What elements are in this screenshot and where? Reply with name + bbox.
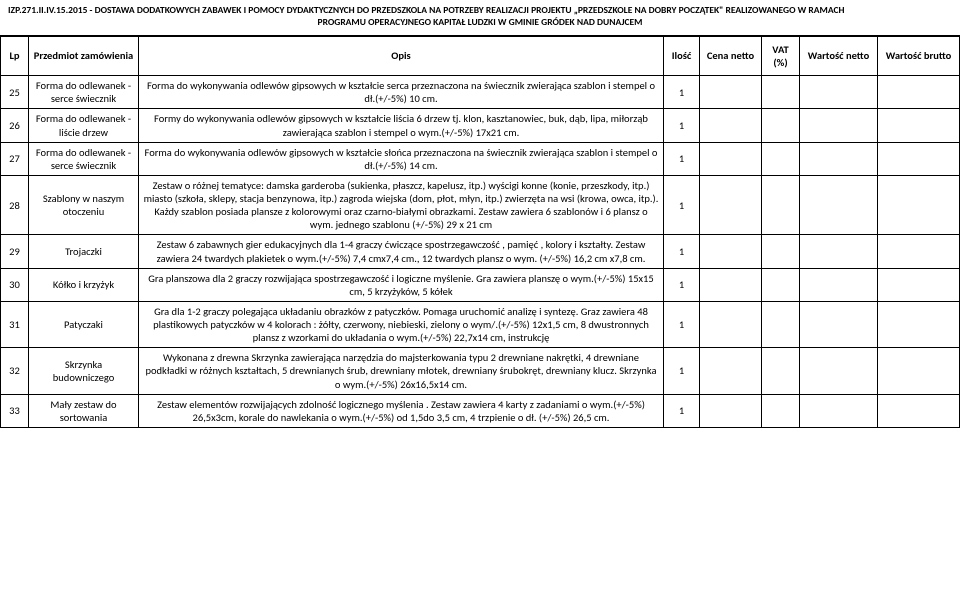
document-reference: IZP.271.II.IV.15.2015 - DOSTAWA DODATKOW… [8, 4, 952, 16]
cell-net [800, 109, 878, 142]
cell-net [800, 394, 878, 427]
document-header: IZP.271.II.IV.15.2015 - DOSTAWA DODATKOW… [0, 0, 960, 36]
cell-price [700, 76, 762, 109]
table-row: 31PatyczakiGra dla 1-2 graczy polegająca… [1, 301, 960, 347]
cell-vat [762, 175, 800, 235]
cell-gross [878, 394, 960, 427]
cell-gross [878, 142, 960, 175]
table-header-row: Lp Przedmiot zamówienia Opis Ilość Cena … [1, 36, 960, 75]
table-row: 26Forma do odlewanek - liście drzewFormy… [1, 109, 960, 142]
cell-desc: Zestaw 6 zabawnych gier edukacyjnych dla… [139, 235, 664, 268]
cell-qty: 1 [664, 268, 700, 301]
cell-qty: 1 [664, 109, 700, 142]
table-row: 27Forma do odlewanek - serce świecznikFo… [1, 142, 960, 175]
cell-item: Forma do odlewanek - liście drzew [29, 109, 139, 142]
cell-lp: 32 [1, 348, 29, 394]
cell-item: Patyczaki [29, 301, 139, 347]
cell-net [800, 348, 878, 394]
cell-qty: 1 [664, 235, 700, 268]
cell-vat [762, 394, 800, 427]
table-row: 32Skrzynka budowniczegoWykonana z drewna… [1, 348, 960, 394]
cell-price [700, 175, 762, 235]
col-lp: Lp [1, 36, 29, 75]
ref-text: IZP.271.II.IV.15.2015 - DOSTAWA DODATKOW… [8, 4, 845, 16]
cell-desc: Zestaw elementów rozwijających zdolność … [139, 394, 664, 427]
cell-qty: 1 [664, 76, 700, 109]
cell-gross [878, 268, 960, 301]
cell-desc: Forma do wykonywania odlewów gipsowych w… [139, 76, 664, 109]
cell-vat [762, 301, 800, 347]
table-row: 28Szablony w naszym otoczeniuZestaw o ró… [1, 175, 960, 235]
col-net: Wartość netto [800, 36, 878, 75]
cell-qty: 1 [664, 394, 700, 427]
cell-lp: 26 [1, 109, 29, 142]
cell-gross [878, 235, 960, 268]
cell-item: Kółko i krzyżyk [29, 268, 139, 301]
cell-lp: 28 [1, 175, 29, 235]
cell-item: Forma do odlewanek - serce świecznik [29, 142, 139, 175]
cell-net [800, 76, 878, 109]
cell-lp: 29 [1, 235, 29, 268]
col-price: Cena netto [700, 36, 762, 75]
table-row: 33Mały zestaw do sortowaniaZestaw elemen… [1, 394, 960, 427]
title-line2: PROGRAMU OPERACYJNEGO KAPITAŁ LUDZKI W G… [8, 17, 952, 29]
cell-item: Szablony w naszym otoczeniu [29, 175, 139, 235]
cell-desc: Formy do wykonywania odlewów gipsowych w… [139, 109, 664, 142]
cell-desc: Wykonana z drewna Skrzynka zawierająca n… [139, 348, 664, 394]
cell-qty: 1 [664, 301, 700, 347]
cell-gross [878, 76, 960, 109]
cell-net [800, 175, 878, 235]
cell-lp: 31 [1, 301, 29, 347]
col-desc: Opis [139, 36, 664, 75]
cell-desc: Zestaw o różnej tematyce: damska gardero… [139, 175, 664, 235]
cell-lp: 25 [1, 76, 29, 109]
cell-net [800, 142, 878, 175]
table-body: 25Forma do odlewanek - serce świecznikFo… [1, 76, 960, 428]
cell-price [700, 268, 762, 301]
cell-qty: 1 [664, 175, 700, 235]
cell-net [800, 301, 878, 347]
col-qty: Ilość [664, 36, 700, 75]
cell-price [700, 142, 762, 175]
cell-vat [762, 76, 800, 109]
cell-price [700, 348, 762, 394]
document-title: PROGRAMU OPERACYJNEGO KAPITAŁ LUDZKI W G… [8, 17, 952, 29]
cell-vat [762, 142, 800, 175]
cell-vat [762, 268, 800, 301]
cell-price [700, 394, 762, 427]
cell-desc: Gra planszowa dla 2 graczy rozwijająca s… [139, 268, 664, 301]
items-table: Lp Przedmiot zamówienia Opis Ilość Cena … [0, 36, 960, 428]
cell-item: Mały zestaw do sortowania [29, 394, 139, 427]
cell-net [800, 268, 878, 301]
cell-gross [878, 348, 960, 394]
cell-item: Trojaczki [29, 235, 139, 268]
cell-qty: 1 [664, 348, 700, 394]
col-item: Przedmiot zamówienia [29, 36, 139, 75]
cell-gross [878, 175, 960, 235]
cell-vat [762, 235, 800, 268]
cell-gross [878, 301, 960, 347]
cell-lp: 30 [1, 268, 29, 301]
cell-price [700, 301, 762, 347]
cell-vat [762, 348, 800, 394]
cell-desc: Forma do wykonywania odlewów gipsowych w… [139, 142, 664, 175]
cell-vat [762, 109, 800, 142]
cell-price [700, 235, 762, 268]
table-row: 30Kółko i krzyżykGra planszowa dla 2 gra… [1, 268, 960, 301]
cell-item: Skrzynka budowniczego [29, 348, 139, 394]
col-gross: Wartość brutto [878, 36, 960, 75]
col-vat: VAT (%) [762, 36, 800, 75]
cell-item: Forma do odlewanek - serce świecznik [29, 76, 139, 109]
cell-price [700, 109, 762, 142]
cell-qty: 1 [664, 142, 700, 175]
cell-net [800, 235, 878, 268]
cell-lp: 27 [1, 142, 29, 175]
cell-desc: Gra dla 1-2 graczy polegająca układaniu … [139, 301, 664, 347]
cell-lp: 33 [1, 394, 29, 427]
cell-gross [878, 109, 960, 142]
table-row: 25Forma do odlewanek - serce świecznikFo… [1, 76, 960, 109]
table-row: 29TrojaczkiZestaw 6 zabawnych gier eduka… [1, 235, 960, 268]
